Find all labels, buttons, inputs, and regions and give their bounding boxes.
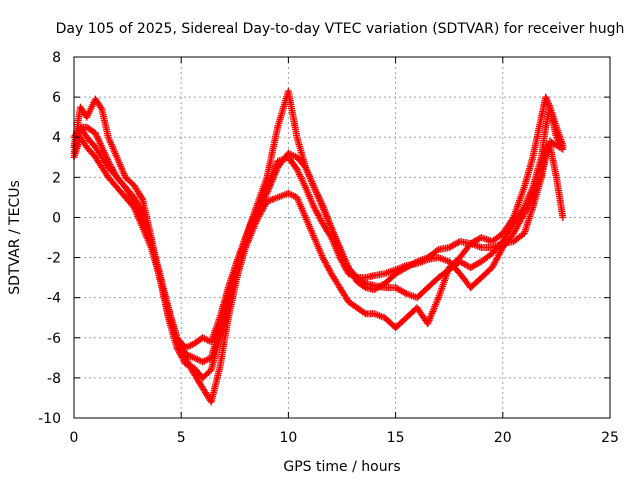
y-tick-label: 8 (52, 50, 61, 66)
y-tick-label: -4 (47, 291, 61, 307)
y-tick-label: -2 (47, 251, 61, 267)
y-tick-label: 0 (52, 210, 61, 226)
axis-ticks: 0 5 10 15 20 25 -10 -8 -6 -4 -2 0 2 4 6 8 (38, 50, 619, 446)
y-axis-title: SDTVAR / TECUs (7, 180, 23, 295)
plot-area (70, 87, 567, 406)
x-tick-label: 0 (70, 430, 79, 446)
x-tick-label: 20 (494, 430, 512, 446)
y-tick-label: -6 (47, 331, 61, 347)
x-tick-label: 25 (601, 430, 619, 446)
x-tick-label: 10 (279, 430, 297, 446)
x-tick-label: 5 (177, 430, 186, 446)
data-point (467, 264, 475, 272)
y-tick-label: 4 (52, 130, 61, 146)
series-track-4 (70, 123, 567, 406)
y-tick-label: 6 (52, 90, 61, 106)
chart-title: Day 105 of 2025, Sidereal Day-to-day VTE… (56, 21, 625, 37)
y-tick-label: -10 (38, 411, 61, 427)
y-tick-label: -8 (47, 371, 61, 387)
x-tick-label: 15 (387, 430, 405, 446)
y-tick-label: 2 (52, 170, 61, 186)
plot-frame (73, 56, 611, 419)
x-axis-title: GPS time / hours (283, 459, 400, 475)
